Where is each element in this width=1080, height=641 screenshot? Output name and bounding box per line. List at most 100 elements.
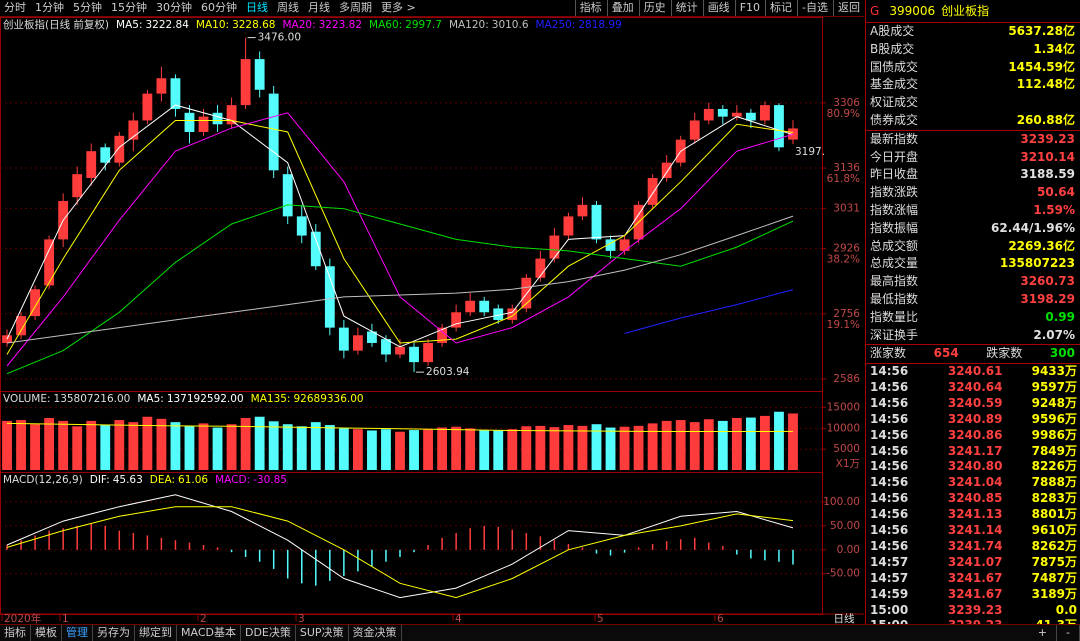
legend-name: MA135: xyxy=(251,393,291,405)
tick-price: 3241.07 xyxy=(947,554,1003,569)
candle-body xyxy=(563,216,574,236)
action-button[interactable]: -自选 xyxy=(797,0,832,16)
bottom-tab[interactable]: 资金决策 xyxy=(349,625,402,641)
quote-value: 3188.59 xyxy=(1020,167,1075,182)
tick-row: 14:56 3240.86 9986万 xyxy=(866,428,1080,444)
action-button[interactable]: 返回 xyxy=(833,0,864,16)
volume-bar xyxy=(58,420,69,470)
candle-body xyxy=(296,216,307,236)
volume-bar xyxy=(731,417,742,470)
ma-line xyxy=(6,120,794,355)
candle-body xyxy=(142,93,153,121)
period-tab[interactable]: 更多 > xyxy=(381,1,416,14)
tick-volume: 9610万 xyxy=(1031,523,1077,538)
annotation-label: 3476.00 xyxy=(258,32,301,44)
date-label: 2 xyxy=(200,613,207,624)
action-button[interactable]: 历史 xyxy=(638,0,670,16)
quote-value: 5637.28亿 xyxy=(1008,24,1075,38)
annotation-label: 2603.94 xyxy=(426,366,470,378)
period-tab[interactable]: 5分钟 xyxy=(73,1,102,14)
period-tab[interactable]: 日线 xyxy=(246,1,268,14)
up-label: 涨家数 xyxy=(870,346,907,361)
date-label: 3 xyxy=(298,613,305,624)
volume-bar xyxy=(114,420,125,470)
zoom-button[interactable]: - xyxy=(1057,625,1080,641)
quote-row: 总成交额 2269.36亿 xyxy=(866,238,1080,256)
zoom-button[interactable]: + xyxy=(1029,625,1058,641)
period-tab[interactable]: 月线 xyxy=(308,1,330,14)
tick-price: 3241.67 xyxy=(947,570,1003,585)
volume-bar xyxy=(423,429,433,470)
volume-bar xyxy=(717,420,728,470)
legend-value: 45.63 xyxy=(113,474,143,486)
candle-body xyxy=(30,289,40,317)
breadth-row: 涨家数 654 跌家数 300 xyxy=(866,344,1080,365)
period-tab[interactable]: 多周期 xyxy=(339,1,372,14)
bottom-tab[interactable]: 管理 xyxy=(62,625,93,641)
period-label: 日线 xyxy=(834,612,855,624)
quote-row: 权证成交 xyxy=(866,94,1080,112)
charts: 3306 3136 3031 2926 2756 2586 创业板指(日线 前复权) MA5:… xyxy=(0,17,864,624)
quote-row: 最新指数 3239.23 xyxy=(866,129,1080,149)
action-button[interactable]: F10 xyxy=(734,0,764,16)
candle-body xyxy=(605,239,616,251)
volume-bar xyxy=(689,422,700,470)
legend-name: DIF: xyxy=(90,474,110,486)
action-button[interactable]: 统计 xyxy=(670,0,702,16)
volume-bar xyxy=(409,430,419,470)
panel-frame xyxy=(0,472,823,615)
period-tab[interactable]: 分时 xyxy=(4,1,26,14)
bottom-tab[interactable]: 绑定到 xyxy=(135,625,177,641)
tick-volume: 7487万 xyxy=(1031,570,1077,585)
candle-body xyxy=(423,342,433,363)
tick-time: 14:57 xyxy=(870,570,909,585)
action-button[interactable]: 标记 xyxy=(765,0,796,16)
quote-row: 总成交量 135807223 xyxy=(866,255,1080,273)
action-button[interactable]: 画线 xyxy=(702,0,734,16)
period-tab[interactable]: 周线 xyxy=(277,1,299,14)
quote-value: 1454.59亿 xyxy=(1008,59,1075,74)
action-button[interactable]: 指标 xyxy=(574,0,606,16)
ma-line xyxy=(6,104,794,348)
period-tab[interactable]: 60分钟 xyxy=(201,1,237,14)
tick-time: 14:57 xyxy=(870,554,909,569)
tick-volume: 8283万 xyxy=(1031,491,1077,506)
quote-value: 62.44/1.96% xyxy=(991,220,1075,235)
tick-row: 14:56 3240.61 9433万 xyxy=(866,364,1080,380)
tick-volume: 3189万 xyxy=(1031,586,1077,601)
volume-bar xyxy=(577,425,588,470)
bottom-tab[interactable]: 模板 xyxy=(31,625,62,641)
tick-row: 14:56 3240.89 9596万 xyxy=(866,412,1080,428)
tick-time: 14:56 xyxy=(870,475,909,490)
volume-bar xyxy=(156,418,167,470)
volume-bar xyxy=(521,426,532,470)
quote-label: 最高指数 xyxy=(870,274,919,289)
y-tick-label: 50.00 xyxy=(830,520,860,532)
period-tab[interactable]: 15分钟 xyxy=(111,1,147,14)
volume-bar xyxy=(72,426,83,470)
quote-row: 债券成交 260.88亿 xyxy=(866,112,1080,130)
bottom-tab[interactable]: DDE决策 xyxy=(241,625,296,641)
candle-body xyxy=(465,300,476,313)
bottom-tab[interactable]: 另存为 xyxy=(93,625,135,641)
quote-label: 基金成交 xyxy=(870,77,919,92)
legend-value: 3010.6 xyxy=(492,19,529,31)
bottom-tab[interactable]: MACD基本 xyxy=(177,625,241,641)
period-tab[interactable]: 30分钟 xyxy=(156,1,192,14)
volume-bar xyxy=(437,427,448,470)
action-button[interactable]: 叠加 xyxy=(606,0,638,16)
fib-label: 61.8% xyxy=(827,173,860,185)
tick-time: 14:56 xyxy=(870,395,909,410)
period-tab[interactable]: 1分钟 xyxy=(35,1,64,14)
quote-value: 0.99 xyxy=(1045,309,1075,324)
index-code: 399006 xyxy=(889,4,936,18)
bottom-tab[interactable]: SUP决策 xyxy=(296,625,349,641)
bottom-tab[interactable]: 指标 xyxy=(0,625,31,641)
quote-label: 指数涨跌 xyxy=(870,185,919,200)
candle-body xyxy=(170,78,181,109)
volume-bar xyxy=(549,427,560,470)
candle-body xyxy=(184,112,195,132)
y-tick-label: 10000 xyxy=(827,422,860,434)
date-label: 6 xyxy=(717,613,724,624)
quote-row: 最高指数 3260.73 xyxy=(866,273,1080,291)
